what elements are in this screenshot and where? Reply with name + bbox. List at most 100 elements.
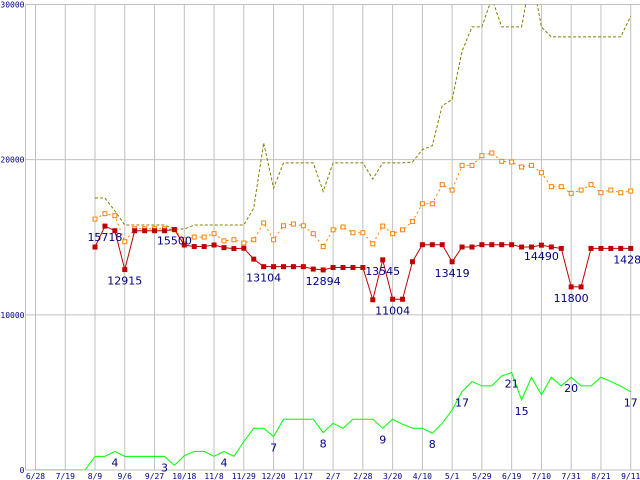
- series-orange-point: [300, 223, 306, 229]
- series-orange-point: [241, 240, 247, 246]
- data-label-red: 14490: [524, 250, 559, 263]
- x-tick-label: 8/9: [88, 472, 103, 480]
- series-red-point: [608, 245, 614, 251]
- x-tick-label: 9/6: [118, 472, 133, 480]
- x-tick-label: 12/20: [262, 472, 286, 480]
- series-red-point: [409, 259, 415, 265]
- series-orange-point: [281, 223, 286, 229]
- series-red-point: [171, 226, 177, 232]
- x-tick-label: 6/19: [502, 472, 521, 480]
- series-orange-point: [370, 241, 376, 247]
- series-orange-point: [330, 227, 336, 233]
- series-orange-point: [221, 238, 227, 244]
- series-red-point: [380, 257, 386, 263]
- series-orange-point: [608, 187, 614, 193]
- series-red-point: [479, 242, 485, 248]
- series-orange-point: [231, 237, 237, 243]
- series-orange-point: [538, 170, 544, 176]
- series-red-point: [519, 244, 525, 250]
- series-orange-point: [112, 213, 118, 219]
- x-tick-label: 7/10: [532, 472, 551, 480]
- data-label-red: 14280: [613, 253, 640, 266]
- data-label-green: 8: [320, 438, 327, 451]
- data-label-green: 3: [161, 461, 168, 474]
- series-orange-point: [459, 162, 465, 168]
- series-red-point: [320, 267, 326, 273]
- series-red-point: [360, 265, 366, 271]
- series-orange-point: [211, 231, 217, 237]
- series-red-point: [538, 242, 544, 248]
- series-red-point: [92, 244, 98, 250]
- series-red-point: [231, 246, 237, 252]
- series-orange-point: [519, 164, 525, 170]
- series-red-point: [390, 296, 396, 302]
- series-orange-point: [350, 230, 356, 236]
- x-tick-label: 11/8: [204, 472, 223, 480]
- series-red-point: [330, 265, 336, 271]
- series-red-point: [290, 264, 296, 270]
- data-label-red: 13104: [246, 272, 281, 285]
- data-label-green: 4: [220, 456, 227, 469]
- data-label-green: 9: [379, 433, 386, 446]
- series-red-point: [499, 242, 505, 248]
- series-orange-point: [479, 153, 485, 159]
- series-orange-point: [469, 162, 475, 168]
- y-tick-label: 20000: [0, 156, 24, 165]
- series-red-point: [578, 284, 584, 290]
- x-tick-label: 11/29: [232, 472, 256, 480]
- x-tick-label: 10/18: [172, 472, 196, 480]
- series-red-point: [310, 266, 316, 272]
- series-orange-point: [390, 231, 396, 237]
- series-red-point: [340, 265, 346, 271]
- data-label-red: 11800: [554, 292, 589, 305]
- series-orange-point: [251, 237, 257, 243]
- series-red-point: [211, 242, 217, 248]
- series-red-point: [161, 228, 167, 234]
- x-tick-label: 6/28: [26, 472, 45, 480]
- series-red-point: [271, 264, 277, 270]
- series-orange-point: [489, 150, 495, 156]
- series-green-line: [35, 371, 631, 470]
- series-red-point: [429, 242, 435, 248]
- series-red-point: [300, 264, 306, 270]
- series-red-point: [281, 264, 286, 270]
- series-red-point: [509, 242, 515, 248]
- series-red-point: [112, 228, 118, 234]
- series-red-point: [261, 264, 267, 270]
- series-orange-point: [290, 221, 296, 227]
- series-orange-point: [340, 224, 346, 230]
- y-tick-label: 0: [20, 466, 25, 475]
- y-tick-label: 10000: [0, 311, 24, 320]
- data-label-red: 15500: [157, 234, 192, 247]
- data-label-green: 17: [455, 397, 469, 410]
- series-red-point: [370, 297, 376, 303]
- series-orange-point: [102, 211, 108, 217]
- series-red-point: [558, 245, 564, 251]
- data-label-green: 8: [429, 438, 436, 451]
- series-red-point: [241, 245, 247, 251]
- series-red-point: [122, 267, 128, 273]
- series-red-point: [419, 242, 425, 248]
- x-tick-label: 3/20: [383, 472, 402, 480]
- series-red-point: [152, 228, 158, 234]
- x-axis-ticks: 6/28 7/19 8/9 9/6 9/27 10/18 11/8 11/29 12/20 1/1…: [26, 472, 640, 480]
- series-orange-point: [548, 184, 554, 190]
- series-orange-point: [499, 158, 505, 164]
- data-label-green: 21: [505, 378, 519, 391]
- x-tick-label: 2/28: [353, 472, 372, 480]
- series-red-point: [142, 228, 148, 234]
- x-tick-label: 5/29: [472, 472, 491, 480]
- series-red-point: [618, 245, 624, 251]
- series-red-point: [251, 256, 257, 262]
- x-tick-label: 1/17: [294, 472, 313, 480]
- series-orange-point: [201, 234, 207, 240]
- series-orange-point: [598, 190, 604, 196]
- data-label-red: 15718: [87, 231, 122, 244]
- series-red-point: [439, 242, 445, 248]
- y-tick-label: 30000: [0, 1, 24, 10]
- data-label-red: 13419: [435, 267, 470, 280]
- x-tick-label: 9/27: [145, 472, 164, 480]
- x-tick-label: 4/10: [413, 472, 432, 480]
- series-red-point: [568, 284, 574, 290]
- series-orange-point: [122, 239, 128, 245]
